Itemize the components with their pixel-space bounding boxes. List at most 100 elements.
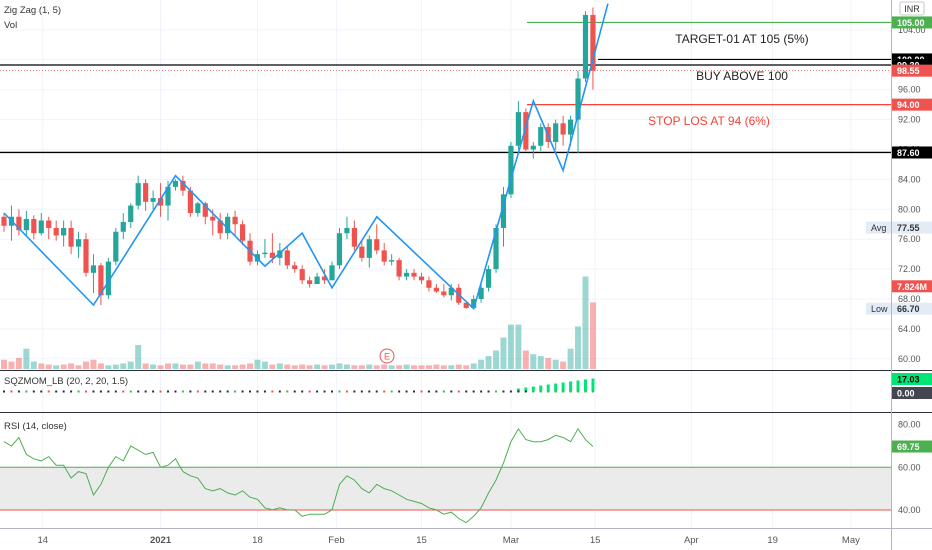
- sqzmom-dot: [256, 390, 259, 393]
- candle-body: [411, 272, 417, 277]
- sqzmom-dot: [577, 390, 580, 393]
- candle-body: [374, 239, 380, 251]
- candle-body: [53, 227, 59, 236]
- sqzmom-dot: [427, 390, 430, 393]
- time-axis-label: 2021: [150, 535, 172, 546]
- price-axis-label: 64.00: [898, 324, 921, 334]
- sqzmom-dot: [532, 390, 535, 393]
- candle-body: [68, 227, 74, 247]
- candle-body: [61, 227, 67, 236]
- rsi-tag-bg: [892, 440, 932, 453]
- price-axis-label: 80.00: [898, 204, 921, 214]
- sqzmom-bar: [516, 388, 520, 392]
- candle-body: [292, 265, 298, 270]
- sqzmom-dot: [517, 390, 520, 393]
- sqzmom-dot: [338, 390, 341, 393]
- candle-body: [217, 220, 223, 234]
- rsi-axis-label: 60.00: [898, 462, 921, 472]
- candle-body: [269, 252, 275, 258]
- sqzmom-dot: [219, 390, 222, 393]
- candle-body: [538, 127, 544, 146]
- sqzmom-legend[interactable]: SQZMOM_LB (20, 2, 20, 1.5): [4, 376, 128, 387]
- volume-bar: [373, 365, 380, 369]
- volume-bar: [314, 364, 321, 369]
- candle-body: [321, 276, 328, 281]
- candle-body: [143, 183, 149, 202]
- volume-bar: [194, 361, 201, 369]
- candle-body: [157, 198, 164, 206]
- volume-bar: [83, 361, 90, 369]
- candle-body: [530, 145, 536, 150]
- volume-bar: [232, 365, 239, 369]
- sqzmom-dot: [487, 390, 490, 393]
- volume-bar: [142, 363, 149, 369]
- sqzmom-dot: [99, 390, 102, 393]
- rsi-legend[interactable]: RSI (14, close): [4, 421, 67, 432]
- candle-body: [135, 183, 141, 206]
- sqzmom-dot: [495, 390, 498, 393]
- time-axis-label: 14: [37, 535, 48, 546]
- sqzmom-dot: [107, 390, 110, 393]
- volume-bar: [187, 364, 194, 369]
- sqzmom-bar: [561, 382, 565, 392]
- candle-body: [210, 216, 216, 221]
- sqzmom-dot: [114, 390, 117, 393]
- sqzmom-dot: [353, 390, 356, 393]
- sqzmom-bar: [546, 384, 550, 392]
- candle-body: [329, 265, 335, 281]
- candle-body: [128, 205, 134, 222]
- candle-body: [150, 198, 156, 202]
- sqzmom-dot: [85, 390, 88, 393]
- volume-bar: [172, 363, 179, 369]
- volume-bar: [127, 361, 134, 369]
- candle-body: [478, 287, 484, 299]
- sqzmom-dot: [547, 390, 550, 393]
- sqzmom-dot: [129, 390, 132, 393]
- zigzag-legend[interactable]: Zig Zag (1, 5): [4, 5, 61, 16]
- candle-body: [232, 216, 238, 225]
- candle-body: [463, 302, 469, 308]
- currency-box[interactable]: [899, 1, 925, 16]
- sqzmom-bar: [554, 383, 558, 392]
- volume-bar: [45, 364, 52, 369]
- volume-bar: [366, 364, 373, 369]
- level-annotations: TARGET-01 AT 105 (5%) BUY ABOVE 100 STOP…: [648, 32, 809, 128]
- sqzmom-dot: [457, 390, 460, 393]
- sqzmom-dot: [480, 390, 483, 393]
- price-tag-prefix: Avg: [871, 223, 886, 233]
- sqzmom-dot: [32, 390, 35, 393]
- rsi-line: [3, 427, 594, 524]
- volume-bar: [358, 365, 365, 369]
- candle-body: [23, 219, 29, 231]
- volume-bar: [97, 363, 104, 369]
- volume-bar: [425, 365, 432, 369]
- sqzmom-dot: [25, 390, 28, 393]
- sqzmom-dot: [569, 390, 572, 393]
- price-axis-label: 84.00: [898, 174, 921, 184]
- price-axis-label: 76.00: [898, 234, 921, 244]
- volume-bar: [1, 359, 7, 369]
- time-axis[interactable]: 14 2021 18 Feb 15 Mar 15 Apr 19 May: [37, 535, 860, 546]
- volume-bar: [239, 364, 246, 369]
- sqzmom-bar: [539, 385, 543, 392]
- rsi-band: [0, 467, 891, 510]
- sqzmom-tag: 17.03: [897, 375, 920, 385]
- volume-bar: [411, 365, 418, 369]
- sqzmom-dot: [241, 390, 244, 393]
- candle-body: [336, 233, 343, 266]
- earnings-label: E: [384, 352, 390, 362]
- volume-bar: [336, 363, 343, 369]
- candle-body: [16, 216, 22, 231]
- sqzmom-dot: [331, 390, 334, 393]
- volume-legend[interactable]: Vol: [4, 20, 17, 31]
- candle-body: [381, 250, 387, 262]
- volume-bar: [515, 324, 522, 369]
- earnings-marker[interactable]: E: [379, 348, 395, 364]
- sqzmom-dot: [196, 390, 199, 393]
- sqzmom-dot: [62, 390, 65, 393]
- candle-body: [187, 190, 193, 214]
- candle-body: [426, 280, 432, 288]
- sqzmom-dot: [10, 390, 13, 393]
- volume-bar: [291, 365, 298, 369]
